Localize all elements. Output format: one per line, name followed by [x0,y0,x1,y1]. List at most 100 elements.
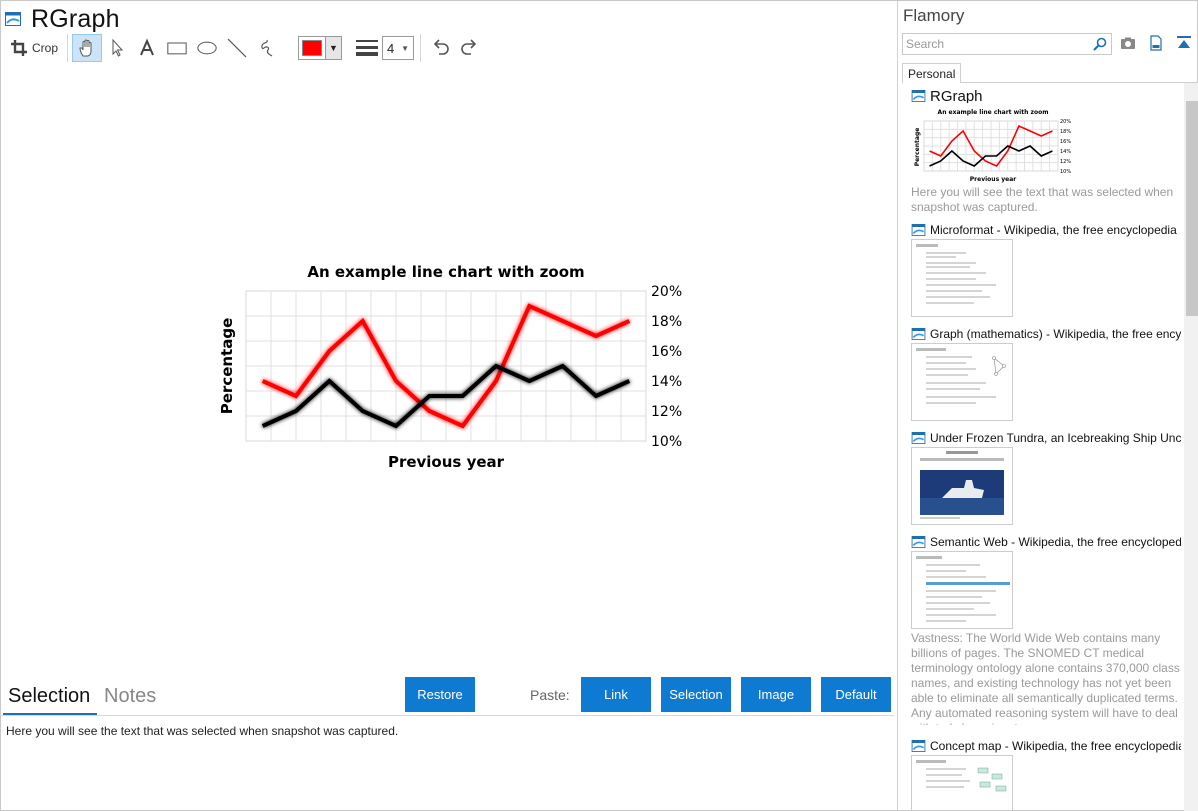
paste-image-button[interactable]: Image [741,677,811,712]
paste-link-button[interactable]: Link [581,677,651,712]
redo-icon [461,39,477,55]
y-tick-label: 12% [1060,159,1071,165]
page-thumbnail-icon [920,451,1004,519]
paste-default-button[interactable]: Default [821,677,891,712]
snapshot-item[interactable]: Microformat - Wikipedia, the free encycl… [911,223,1181,317]
y-tick-label: 16% [1060,139,1071,145]
page-thumbnail-icon [916,244,996,304]
text-tool-button[interactable] [132,34,162,62]
chart-grid [245,290,647,442]
divider [1,715,894,716]
tab-personal[interactable]: Personal [902,63,962,83]
snapshot-item[interactable]: Under Frozen Tundra, an Icebreaking Ship… [911,431,1181,525]
selection-text[interactable]: Here you will see the text that was sele… [6,724,399,738]
scrollbar-thumb[interactable] [1186,101,1198,316]
line-icon [227,38,247,58]
thumbnail-chart: An example line chart with zoom 20% 18% 16… [914,109,1071,183]
line-tool-button[interactable] [222,34,252,62]
snapshot-thumbnail [911,755,1013,811]
snapshot-description: Here you will see the text that was sele… [911,185,1174,214]
thumbnail-xlabel: Previous year [970,176,1016,183]
x-axis-label: Previous year [388,453,505,471]
active-tab-indicator [3,713,97,715]
snapshot-header: Under Frozen Tundra, an Icebreaking Ship… [911,431,1181,445]
snapshot-thumbnail [911,239,1013,317]
restore-button[interactable]: Restore [405,677,475,712]
page-thumbnail-icon [916,556,1010,622]
document-icon[interactable] [1148,35,1164,51]
toolbar-divider [420,34,421,62]
chart-series [261,303,631,429]
snapshot-title: Semantic Web - Wikipedia, the free encyc… [930,535,1181,549]
freehand-icon [261,39,273,57]
crop-button[interactable]: Crop [5,34,63,62]
y-tick-label: 16% [651,344,682,360]
page-thumbnail-icon [916,348,1006,404]
toolbar-divider [67,34,68,62]
snapshot-header: Microformat - Wikipedia, the free encycl… [911,223,1181,237]
line-width-picker[interactable]: 4 ▼ [356,36,414,60]
page-thumbnail-icon [916,760,1007,792]
collapse-icon[interactable] [1176,35,1192,51]
chart-svg: An example line chart with zoom 20% 18% 16… [218,263,682,471]
search-input[interactable]: Search [902,33,1112,55]
snapshot-header: Graph (mathematics) - Wikipedia, the fre… [911,327,1181,341]
ellipse-icon [197,41,217,55]
redo-button[interactable] [455,34,485,62]
y-axis-label: Percentage [218,318,236,415]
rectangle-icon [167,42,187,55]
rectangle-tool-button[interactable] [162,34,192,62]
thumbnail-chart-title: An example line chart with zoom [938,109,1049,116]
sidebar-tools [1120,35,1192,51]
snapshot-header: RGraph [911,89,1181,103]
undo-icon [433,39,449,55]
chevron-down-icon: ▼ [401,43,409,53]
page-icon [911,432,926,444]
bottom-bar: Selection Notes Restore Paste: Link Sele… [1,677,894,716]
page-icon [5,12,21,26]
snapshot-header: Concept map - Wikipedia, the free encycl… [911,739,1181,753]
snapshot-item[interactable]: RGraph An example line chart with zoom 2… [911,89,1181,215]
tab-selection[interactable]: Selection [8,685,91,707]
color-picker[interactable]: ▼ [298,36,342,60]
select-tool-button[interactable] [102,34,132,62]
y-axis-ticks: 20% 18% 16% 14% 12% 10% [651,284,682,450]
tab-notes[interactable]: Notes [104,685,157,707]
y-tick-label: 10% [1060,169,1071,175]
series-line-1 [261,363,631,429]
chart-title: An example line chart with zoom [307,263,584,281]
paste-selection-button[interactable]: Selection [661,677,731,712]
y-tick-label: 14% [651,374,682,390]
snapshot-thumbnail [911,551,1013,629]
line-width-select[interactable]: 4 ▼ [382,36,414,60]
snapshot-thumbnail [911,447,1013,525]
search-placeholder: Search [906,37,945,51]
hand-tool-button[interactable] [72,34,102,62]
freehand-tool-button[interactable] [252,34,282,62]
snapshot-item[interactable]: Semantic Web - Wikipedia, the free encyc… [911,535,1181,725]
search-icon[interactable] [1093,37,1107,51]
hand-icon [79,39,92,57]
page-icon [911,536,926,548]
ellipse-tool-button[interactable] [192,34,222,62]
color-swatch [302,40,322,56]
camera-icon[interactable] [1120,35,1136,51]
page-icon [911,740,926,752]
thumbnail-series [929,124,1053,167]
title-row: RGraph [5,4,120,34]
snapshot-item[interactable]: Graph (mathematics) - Wikipedia, the fre… [911,327,1181,421]
snapshot-thumbnail: An example line chart with zoom 20% 18% 16… [911,105,1077,183]
flamory-sidebar: Flamory Search Personal [897,1,1198,811]
y-tick-label: 18% [1060,129,1071,135]
undo-button[interactable] [425,34,455,62]
line-chart[interactable]: An example line chart with zoom 20% 18% 16… [201,256,701,476]
snapshot-item[interactable]: Concept map - Wikipedia, the free encycl… [911,739,1181,811]
thumbnail-ticks: 20% 18% 16% 14% 12% 10% [1060,119,1071,175]
line-width-icon [356,40,378,56]
snapshot-title: Graph (mathematics) - Wikipedia, the fre… [930,327,1181,341]
line-width-value: 4 [387,40,395,56]
snapshot-header: Semantic Web - Wikipedia, the free encyc… [911,535,1181,549]
thumbnail-ylabel: Percentage [914,128,921,167]
y-tick-label: 10% [651,434,682,450]
chevron-down-icon: ▼ [325,37,341,59]
